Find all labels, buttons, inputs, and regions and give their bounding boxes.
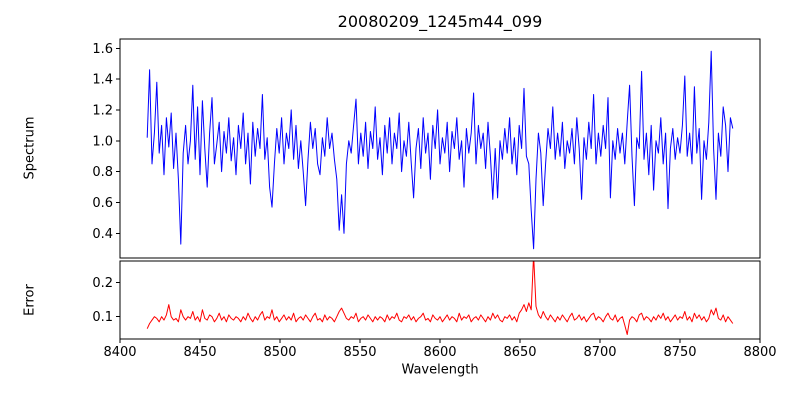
y-tick-label: 1.4 xyxy=(92,73,113,88)
spectrum-panel: 0.4 0.6 0.8 1.0 1.2 1.4 1.6 xyxy=(92,38,761,259)
wavelength-xlabel: Wavelength xyxy=(401,362,479,378)
y-tick-label: 1.0 xyxy=(92,134,113,149)
y-tick-label: 0.2 xyxy=(92,276,113,291)
x-tick-label: 8800 xyxy=(743,345,776,360)
x-tick-label: 8600 xyxy=(423,345,456,360)
x-tick-label: 8750 xyxy=(663,345,696,360)
x-tick-label: 8400 xyxy=(103,345,136,360)
y-tick-label: 1.6 xyxy=(92,42,113,57)
spectrum-ylabel: Spectrum xyxy=(22,116,38,180)
x-tick-label: 8450 xyxy=(183,345,216,360)
y-tick-label: 1.2 xyxy=(92,103,113,118)
y-tick-label: 0.4 xyxy=(92,227,113,242)
error-ylabel: Error xyxy=(22,284,38,316)
x-tick-label: 8550 xyxy=(343,345,376,360)
error-line xyxy=(146,261,734,335)
x-tick-label: 8500 xyxy=(263,345,296,360)
axes-border xyxy=(119,38,761,259)
error-panel: 0.1 0.2 8400 8450 8500 8550 8600 8650 8700 8750 88… xyxy=(92,260,777,360)
x-tick-label: 8700 xyxy=(583,345,616,360)
y-tick-label: 0.1 xyxy=(92,310,113,325)
axes-border xyxy=(119,260,761,340)
y-tick-label: 0.6 xyxy=(92,196,113,211)
spectrum-line xyxy=(146,50,734,250)
x-tick-label: 8650 xyxy=(503,345,536,360)
y-tick-label: 0.8 xyxy=(92,165,113,180)
chart-title: 20080209_1245m44_099 xyxy=(337,12,543,31)
